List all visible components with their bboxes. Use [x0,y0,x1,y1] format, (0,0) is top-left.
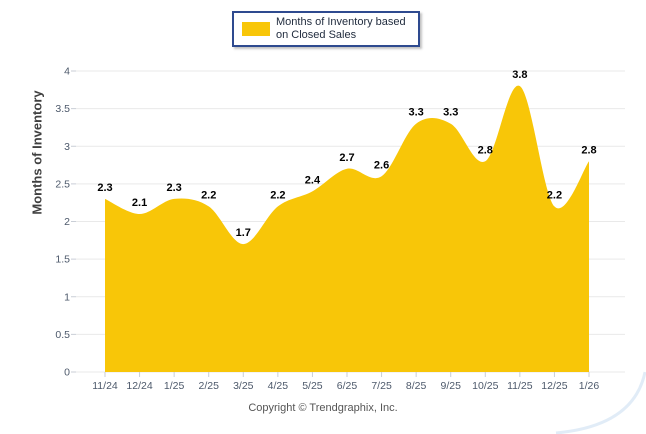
x-tick-label: 6/25 [337,380,358,392]
data-label: 2.2 [270,189,285,201]
y-axis-title: Months of Inventory [29,90,45,215]
x-tick-label: 1/26 [579,380,600,392]
copyright-text: Copyright © Trendgraphix, Inc. [248,402,398,414]
y-tick-label: 2.5 [55,178,70,190]
x-tick-label: 7/25 [371,380,392,392]
data-label: 2.3 [97,182,112,194]
y-tick-label: 2 [64,216,70,228]
data-label: 2.2 [547,189,562,201]
data-label: 2.4 [305,174,321,186]
x-tick-label: 3/25 [233,380,254,392]
y-tick-label: 3 [64,141,70,153]
data-label: 2.6 [374,159,389,171]
x-tick-label: 10/25 [472,380,498,392]
data-label: 2.7 [339,152,354,164]
legend-swatch-closed-sales [242,22,270,36]
y-tick-label: 1 [64,291,70,303]
data-label: 3.3 [408,107,423,119]
x-tick-label: 9/25 [440,380,461,392]
inventory-area-series [105,85,589,372]
x-tick-label: 5/25 [302,380,323,392]
data-label: 2.1 [132,197,147,209]
data-label: 2.2 [201,189,216,201]
legend-label-line1: Months of Inventory based [276,16,406,28]
x-tick-label: 12/24 [126,380,152,392]
chart-legend: Months of Inventory based on Closed Sale… [232,11,420,47]
y-tick-label: 1.5 [55,254,70,266]
y-tick-label: 0 [64,367,70,379]
data-label: 2.3 [166,182,181,194]
data-label: 3.3 [443,107,458,119]
y-tick-label: 4 [64,66,70,78]
legend-label-line2: on Closed Sales [276,29,357,41]
y-tick-label: 0.5 [55,329,70,341]
x-tick-label: 12/25 [541,380,567,392]
x-tick-label: 11/24 [92,380,118,392]
data-label: 3.8 [512,69,527,81]
x-tick-label: 4/25 [268,380,289,392]
data-label: 2.8 [581,144,596,156]
x-tick-label: 11/25 [507,380,533,392]
legend-label: Months of Inventory based on Closed Sale… [276,16,406,42]
x-tick-label: 2/25 [198,380,219,392]
data-label: 1.7 [236,227,251,239]
y-tick-label: 3.5 [55,103,70,115]
x-tick-label: 1/25 [164,380,185,392]
data-label: 2.8 [478,144,493,156]
x-tick-label: 8/25 [406,380,427,392]
